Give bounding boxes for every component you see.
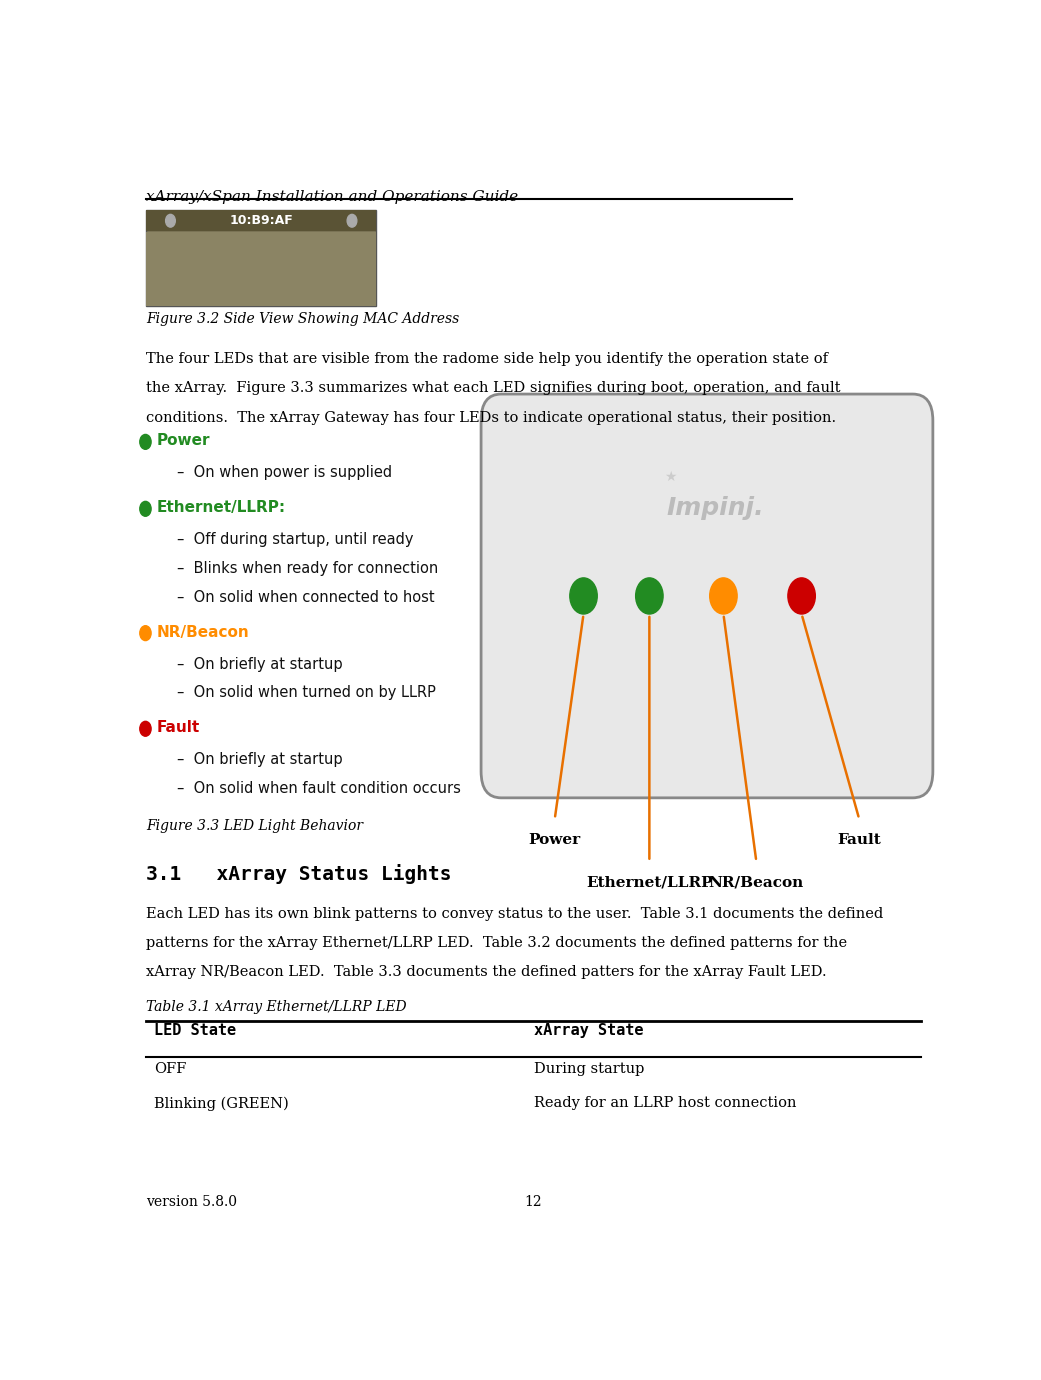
Text: 12: 12 xyxy=(525,1195,542,1209)
Circle shape xyxy=(139,625,151,640)
Text: –  On briefly at startup: – On briefly at startup xyxy=(177,752,342,767)
Text: Figure 3.3 LED Light Behavior: Figure 3.3 LED Light Behavior xyxy=(146,820,363,834)
Text: Figure 3.2 Side View Showing MAC Address: Figure 3.2 Side View Showing MAC Address xyxy=(146,312,459,326)
Text: Blinking (GREEN): Blinking (GREEN) xyxy=(154,1097,289,1111)
Text: –  Blinks when ready for connection: – Blinks when ready for connection xyxy=(177,560,438,575)
Text: Fault: Fault xyxy=(157,720,200,736)
Text: Impinj.: Impinj. xyxy=(666,497,764,520)
Text: –  On when power is supplied: – On when power is supplied xyxy=(177,465,392,480)
Circle shape xyxy=(788,578,815,614)
Text: 10:B9:AF: 10:B9:AF xyxy=(229,214,294,228)
Text: NR/Beacon: NR/Beacon xyxy=(157,625,250,640)
Text: xArray/xSpan Installation and Operations Guide: xArray/xSpan Installation and Operations… xyxy=(146,190,518,204)
Circle shape xyxy=(166,214,175,228)
Text: –  On briefly at startup: – On briefly at startup xyxy=(177,657,342,672)
Text: NR/Beacon: NR/Beacon xyxy=(709,875,804,890)
Text: OFF: OFF xyxy=(154,1063,186,1076)
Circle shape xyxy=(347,214,357,228)
Text: Ethernet/LLRP: Ethernet/LLRP xyxy=(586,875,713,890)
Circle shape xyxy=(139,435,151,450)
Text: –  On solid when connected to host: – On solid when connected to host xyxy=(177,589,434,604)
Text: ★: ★ xyxy=(664,469,677,484)
Text: xArray State: xArray State xyxy=(534,1023,643,1038)
Text: Ready for an LLRP host connection: Ready for an LLRP host connection xyxy=(534,1097,796,1111)
Text: Power: Power xyxy=(157,433,210,448)
FancyBboxPatch shape xyxy=(146,232,376,306)
FancyBboxPatch shape xyxy=(146,210,376,232)
Text: –  On solid when turned on by LLRP: – On solid when turned on by LLRP xyxy=(177,686,436,700)
FancyBboxPatch shape xyxy=(481,395,933,798)
Circle shape xyxy=(710,578,737,614)
Circle shape xyxy=(139,722,151,736)
Text: xArray NR/Beacon LED.  Table 3.3 documents the defined patters for the xArray Fa: xArray NR/Beacon LED. Table 3.3 document… xyxy=(146,965,827,978)
Text: During startup: During startup xyxy=(534,1063,644,1076)
Text: 3.1   xArray Status Lights: 3.1 xArray Status Lights xyxy=(146,864,452,883)
Text: Ethernet/LLRP:: Ethernet/LLRP: xyxy=(157,501,286,515)
Circle shape xyxy=(569,578,598,614)
Circle shape xyxy=(139,501,151,516)
Circle shape xyxy=(636,578,663,614)
Text: –  On solid when fault condition occurs: – On solid when fault condition occurs xyxy=(177,781,461,796)
Text: Power: Power xyxy=(529,834,581,847)
Text: LED State: LED State xyxy=(154,1023,236,1038)
Text: the xArray.  Figure 3.3 summarizes what each LED signifies during boot, operatio: the xArray. Figure 3.3 summarizes what e… xyxy=(146,381,841,395)
Text: The four LEDs that are visible from the radome side help you identify the operat: The four LEDs that are visible from the … xyxy=(146,352,829,366)
Text: Fault: Fault xyxy=(837,834,881,847)
Text: Table 3.1 xArray Ethernet/LLRP LED: Table 3.1 xArray Ethernet/LLRP LED xyxy=(146,999,407,1014)
Text: version 5.8.0: version 5.8.0 xyxy=(146,1195,237,1209)
Text: conditions.  The xArray Gateway has four LEDs to indicate operational status, th: conditions. The xArray Gateway has four … xyxy=(146,411,836,425)
FancyBboxPatch shape xyxy=(146,210,376,306)
Text: –  Off during startup, until ready: – Off during startup, until ready xyxy=(177,533,413,548)
Text: patterns for the xArray Ethernet/LLRP LED.  Table 3.2 documents the defined patt: patterns for the xArray Ethernet/LLRP LE… xyxy=(146,936,847,949)
Text: Each LED has its own blink patterns to convey status to the user.  Table 3.1 doc: Each LED has its own blink patterns to c… xyxy=(146,907,884,922)
